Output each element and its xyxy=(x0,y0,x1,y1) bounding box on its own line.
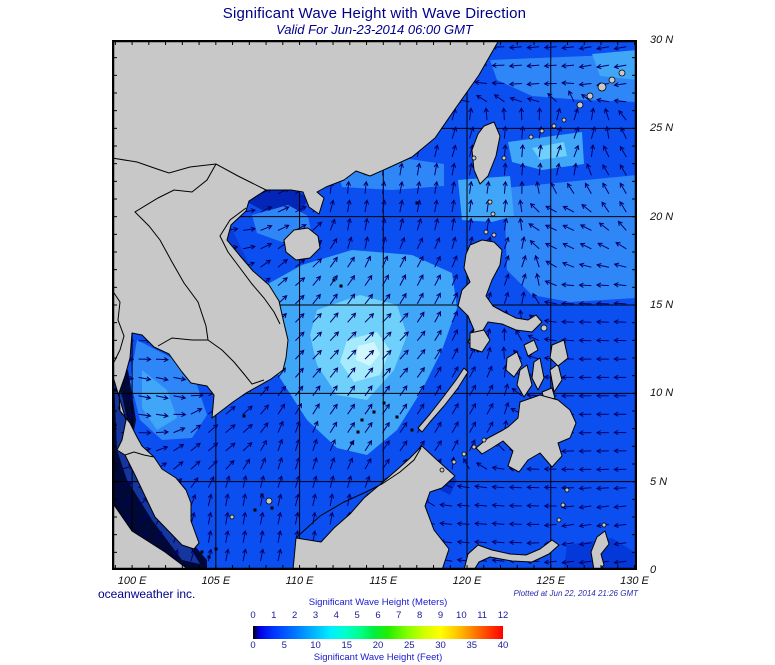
patch-pacific-north-band xyxy=(504,175,637,302)
feet-tick-5: 5 xyxy=(281,640,287,651)
land-mindoro xyxy=(469,329,491,353)
lat-label-30: 30 N xyxy=(650,34,674,46)
plotted-timestamp: Plotted at Jun 22, 2014 21:26 GMT xyxy=(513,589,638,598)
gray-islets xyxy=(229,69,626,528)
patch-malacca-mid xyxy=(114,380,200,564)
land-masbate xyxy=(523,339,539,357)
map-title: Significant Wave Height with Wave Direct… xyxy=(222,5,527,22)
lat-label-5: 5 N xyxy=(650,475,668,488)
feet-tick-30: 30 xyxy=(435,640,446,651)
feet-tick-15: 15 xyxy=(341,640,353,651)
lat-label-20: 20 N xyxy=(650,210,674,223)
meters-tick-8: 8 xyxy=(417,610,423,621)
meters-tick-5: 5 xyxy=(354,610,360,621)
meters-tick-12: 12 xyxy=(497,610,509,621)
feet-tick-35: 35 xyxy=(466,640,478,651)
land-leyte xyxy=(549,363,563,393)
meters-tick-1: 1 xyxy=(271,610,277,621)
lon-label-100: 100 E xyxy=(117,575,147,587)
meters-tick-0: 0 xyxy=(250,610,256,621)
meters-tick-11: 11 xyxy=(477,610,488,621)
legend-title-feet: Significant Wave Height (Feet) xyxy=(313,652,443,663)
lat-label-25: 25 N xyxy=(650,122,674,135)
land-mindanao xyxy=(475,394,577,473)
legend-title-meters: Significant Wave Height (Meters) xyxy=(308,597,448,608)
lon-label-115: 115 E xyxy=(369,575,398,587)
meters-tick-3: 3 xyxy=(312,610,319,621)
map-frame xyxy=(112,40,637,570)
meters-tick-6: 6 xyxy=(375,610,381,621)
land-samar xyxy=(549,339,569,367)
wave-height-colorbar xyxy=(253,626,503,639)
meters-tick-9: 9 xyxy=(437,610,444,621)
lat-label-15: 15 N xyxy=(650,299,674,311)
land-negros xyxy=(516,364,533,398)
patch-central-scs-brightest xyxy=(356,342,380,366)
land-luzon xyxy=(457,239,543,353)
feet-tick-40: 40 xyxy=(497,640,509,651)
lon-label-125: 125 E xyxy=(536,575,566,587)
land-panay xyxy=(505,351,523,378)
patch-andaman-malacca-dark xyxy=(112,370,207,570)
feet-tick-25: 25 xyxy=(403,640,415,651)
lon-label-110: 110 E xyxy=(285,575,314,587)
land-sumatra xyxy=(112,501,190,570)
land-taiwan xyxy=(471,121,501,185)
map-subtitle: Valid For Jun-23-2014 06:00 GMT xyxy=(276,22,473,37)
meters-tick-2: 2 xyxy=(292,610,298,621)
land-borneo xyxy=(292,445,456,570)
meters-tick-10: 10 xyxy=(456,610,467,621)
lon-label-130: 130 E xyxy=(620,575,649,587)
patch-gulf-thailand-core xyxy=(142,370,177,430)
feet-tick-10: 10 xyxy=(310,640,321,651)
meters-tick-7: 7 xyxy=(396,610,402,621)
lon-label-105: 105 E xyxy=(201,575,231,587)
lat-label-10: 10 N xyxy=(650,387,674,400)
patch-luzon-strait-light xyxy=(458,176,514,222)
frame-layer xyxy=(112,40,637,570)
country-borders xyxy=(112,157,422,539)
land-palawan xyxy=(417,367,469,433)
meters-tick-4: 4 xyxy=(333,610,339,621)
oceanweather-credit: oceanweather inc. xyxy=(98,587,196,601)
feet-tick-0: 0 xyxy=(250,640,256,651)
land-hainan xyxy=(283,227,321,261)
lat-label-0: 0 xyxy=(650,564,657,576)
land-cebu xyxy=(531,357,545,391)
map-canvas xyxy=(112,40,637,570)
land-asia-mainland xyxy=(112,40,500,550)
lon-label-120: 120 E xyxy=(452,575,482,587)
land-sulawesi xyxy=(463,539,560,570)
patch-ne-corner-light xyxy=(592,50,637,80)
land-layer xyxy=(112,40,610,570)
feet-tick-20: 20 xyxy=(372,640,384,651)
